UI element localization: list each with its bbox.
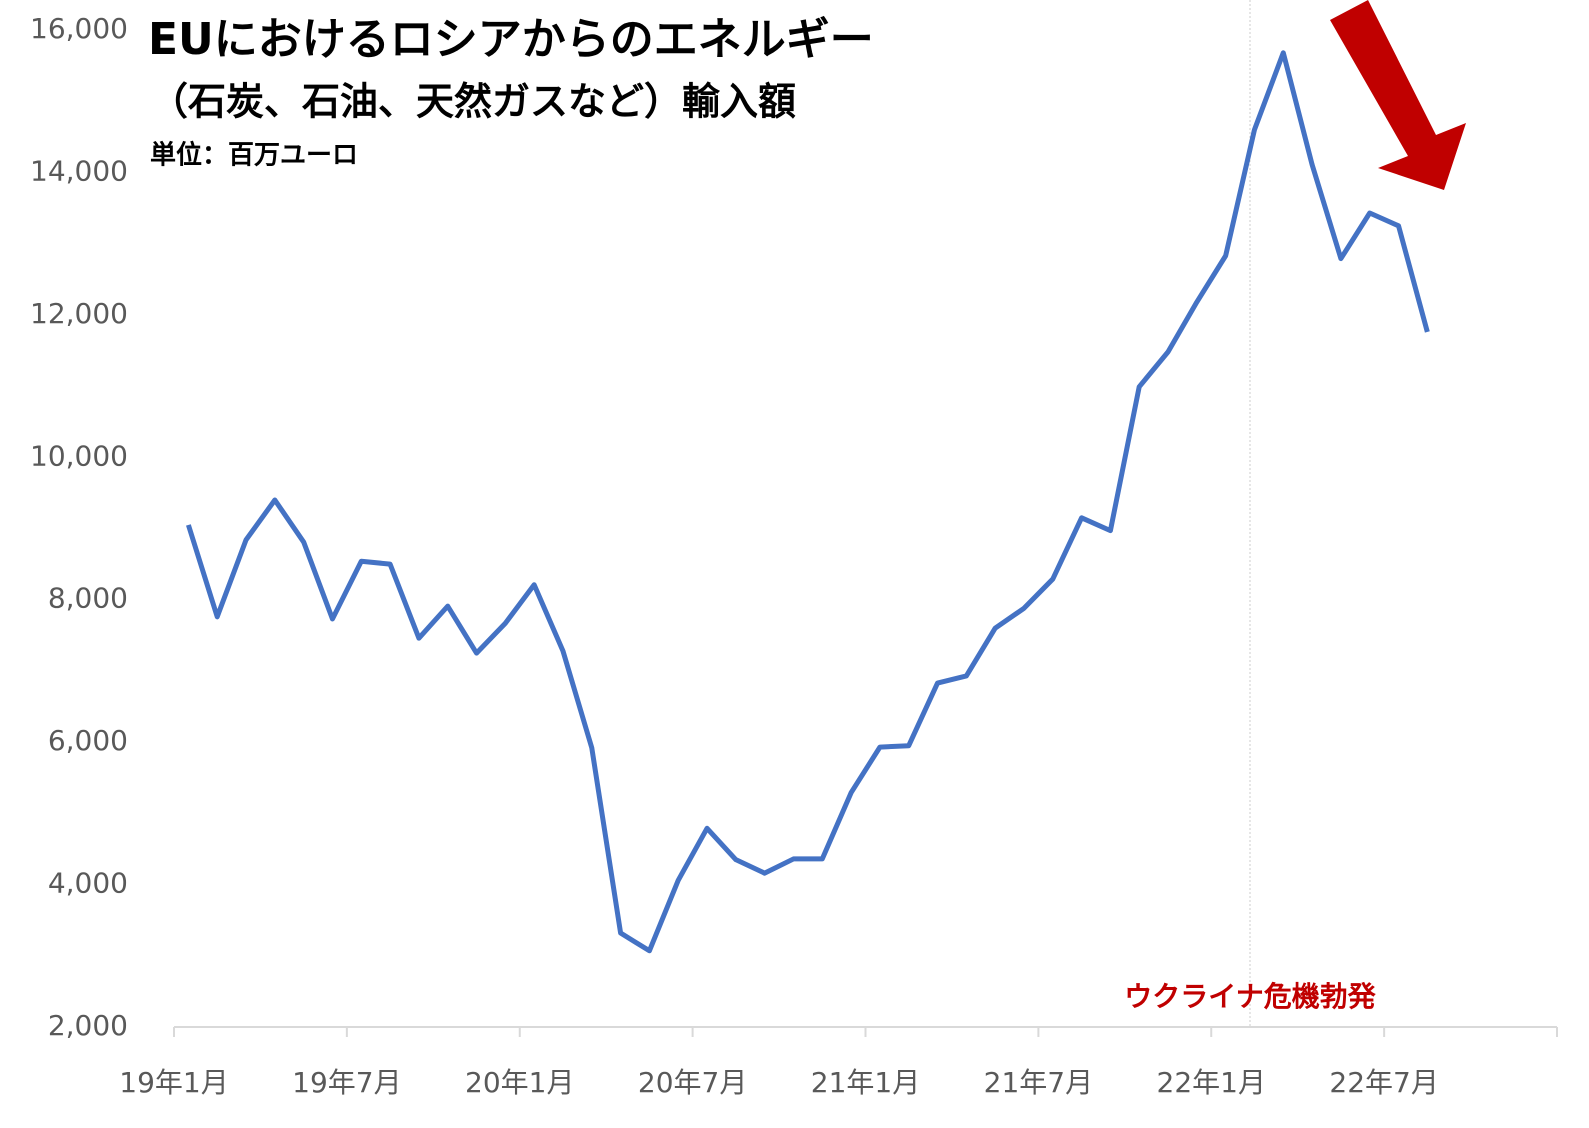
x-tick-label: 21年7月 [984, 1066, 1093, 1099]
data-line [186, 50, 1430, 954]
arrow [1330, 0, 1466, 190]
y-tick-label: 14,000 [30, 154, 128, 187]
y-tick-label: 8,000 [48, 582, 128, 615]
x-tick-label: 21年1月 [811, 1066, 920, 1099]
y-tick-label: 16,000 [30, 12, 128, 45]
x-tick-label: 19年7月 [292, 1066, 401, 1099]
unit-label: 単位：百万ユーロ [150, 140, 358, 171]
y-tick-label: 10,000 [30, 439, 128, 472]
y-tick-label: 12,000 [30, 297, 128, 330]
chart-subtitle: （石炭、石油、天然ガスなど）輸入額 [150, 80, 796, 124]
y-tick-label: 2,000 [48, 1009, 128, 1042]
chart-title: EUにおけるロシアからのエネルギー [148, 14, 874, 65]
annotation: ウクライナ危機勃発 [1124, 980, 1376, 1013]
x-tick-label: 20年1月 [465, 1066, 574, 1099]
x-tick-label: 22年1月 [1157, 1066, 1266, 1099]
x-tick-label: 19年1月 [119, 1066, 228, 1099]
x-tick-label: 20年7月 [638, 1066, 747, 1099]
x-tick-label: 22年7月 [1329, 1066, 1438, 1099]
y-tick-label: 4,000 [48, 867, 128, 900]
y-tick-label: 6,000 [48, 724, 128, 757]
